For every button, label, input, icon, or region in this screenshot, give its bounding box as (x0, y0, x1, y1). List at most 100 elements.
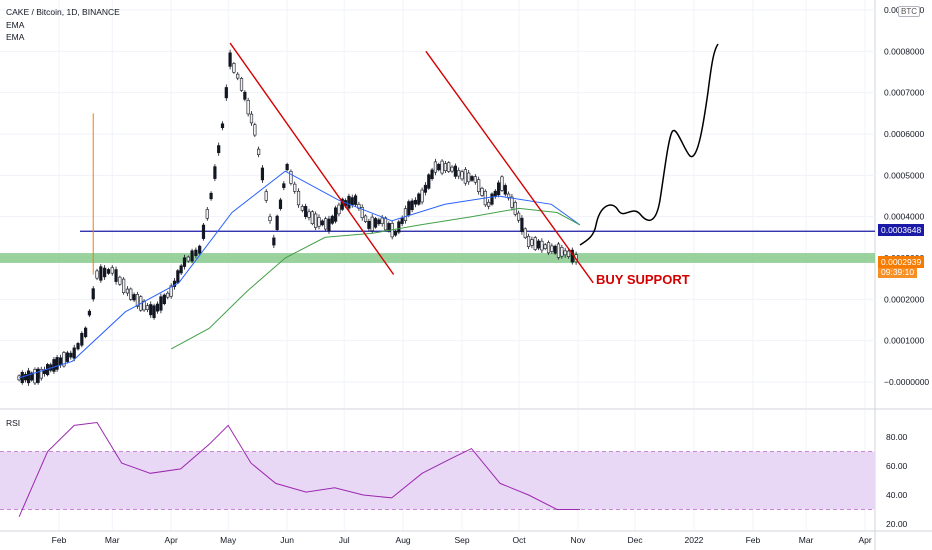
price-candle (205, 209, 209, 219)
price-candle (487, 201, 491, 207)
price-candle (217, 145, 221, 154)
price-candle (159, 296, 163, 311)
currency-badge[interactable]: BTC (898, 6, 920, 17)
rsi-tick-label: 20.00 (886, 519, 908, 529)
price-candle (76, 343, 80, 350)
price-candle (84, 327, 88, 338)
price-candle (347, 195, 351, 209)
price-candle (320, 220, 324, 226)
symbol-title[interactable]: CAKE / Bitcoin, 1D, BINANCE (6, 7, 120, 17)
price-candle (91, 288, 95, 300)
rsi-label[interactable]: RSI (6, 418, 21, 428)
price-candle (296, 190, 301, 206)
time-tick-label: Jul (339, 535, 350, 545)
price-candle (224, 87, 228, 99)
price-candle (513, 202, 517, 215)
price-candle (172, 280, 177, 287)
price-candle (52, 359, 56, 372)
price-candle (194, 249, 198, 256)
price-candle (393, 230, 398, 236)
price-candle (87, 310, 92, 316)
price-candle (55, 357, 59, 370)
price-candle (317, 217, 321, 227)
price-candle (33, 369, 37, 384)
price-candle (327, 218, 331, 232)
price-candle (377, 219, 381, 225)
price-candle (440, 160, 444, 174)
price-candle (407, 201, 411, 216)
price-candle (523, 228, 527, 238)
price-candle (129, 288, 133, 300)
price-candle (516, 212, 521, 221)
price-candle (293, 183, 297, 192)
last-price-badge: 0.0002939 (878, 256, 925, 268)
price-candle (566, 250, 571, 257)
price-tick-label: 0.0008000 (884, 46, 924, 56)
price-candle (300, 206, 304, 211)
time-tick-label: Sep (454, 535, 469, 545)
price-candle (427, 174, 431, 189)
price-candle (413, 199, 418, 205)
price-candle (520, 217, 524, 233)
price-candle (470, 176, 474, 181)
price-candle (289, 171, 293, 184)
price-candle (350, 197, 354, 206)
price-tick-label: 0.0007000 (884, 88, 924, 98)
price-candle (95, 270, 99, 279)
price-candle (540, 240, 544, 251)
price-candle (285, 163, 289, 171)
price-candle (36, 368, 40, 383)
price-candle (553, 245, 557, 254)
price-candle (152, 305, 156, 319)
price-candle (99, 266, 103, 281)
price-candle (430, 169, 434, 179)
price-candle (190, 250, 194, 262)
price-tick-label: 0.0006000 (884, 129, 924, 139)
time-tick-label: 2022 (685, 535, 704, 545)
price-candle (310, 211, 314, 224)
ema-fast-line (18, 170, 581, 379)
price-candle (503, 185, 507, 195)
price-candle (272, 237, 276, 246)
time-tick-label: Feb (52, 535, 67, 545)
price-candle (232, 63, 236, 73)
price-tick-label: 0.0001000 (884, 336, 924, 346)
price-candle (497, 182, 501, 196)
price-candle (324, 218, 328, 230)
price-candle (467, 172, 471, 183)
price-candle (330, 215, 334, 224)
price-candle (387, 223, 391, 231)
ema-indicator-label[interactable]: EMA (6, 20, 25, 30)
price-candle (125, 288, 130, 294)
price-candle (533, 237, 537, 250)
price-candle (417, 193, 421, 205)
bar-countdown-badge: 09:39:10 (878, 266, 918, 278)
price-candle (450, 166, 454, 172)
time-tick-label: Mar (105, 535, 120, 545)
price-candle (106, 269, 111, 274)
ema-indicator-label-2[interactable]: EMA (6, 32, 25, 42)
time-tick-label: Feb (746, 535, 761, 545)
price-candle (253, 124, 257, 136)
price-candle (423, 184, 428, 193)
price-candle (65, 352, 69, 362)
price-candle (282, 183, 286, 188)
price-candle (243, 91, 247, 100)
rsi-tick-label: 80.00 (886, 432, 908, 442)
price-candle (69, 352, 73, 358)
price-candle (114, 269, 118, 282)
price-candle (420, 189, 424, 203)
price-candle (500, 176, 504, 191)
support-zone (0, 253, 875, 263)
price-candle (307, 211, 311, 218)
price-candle (62, 352, 66, 367)
price-candle (249, 113, 254, 124)
price-candle (337, 204, 341, 215)
price-candle (473, 176, 477, 183)
price-candle (72, 347, 76, 359)
price-candle (213, 166, 217, 179)
price-candle (463, 169, 467, 184)
projection-path (579, 43, 719, 246)
price-candle (198, 245, 202, 254)
